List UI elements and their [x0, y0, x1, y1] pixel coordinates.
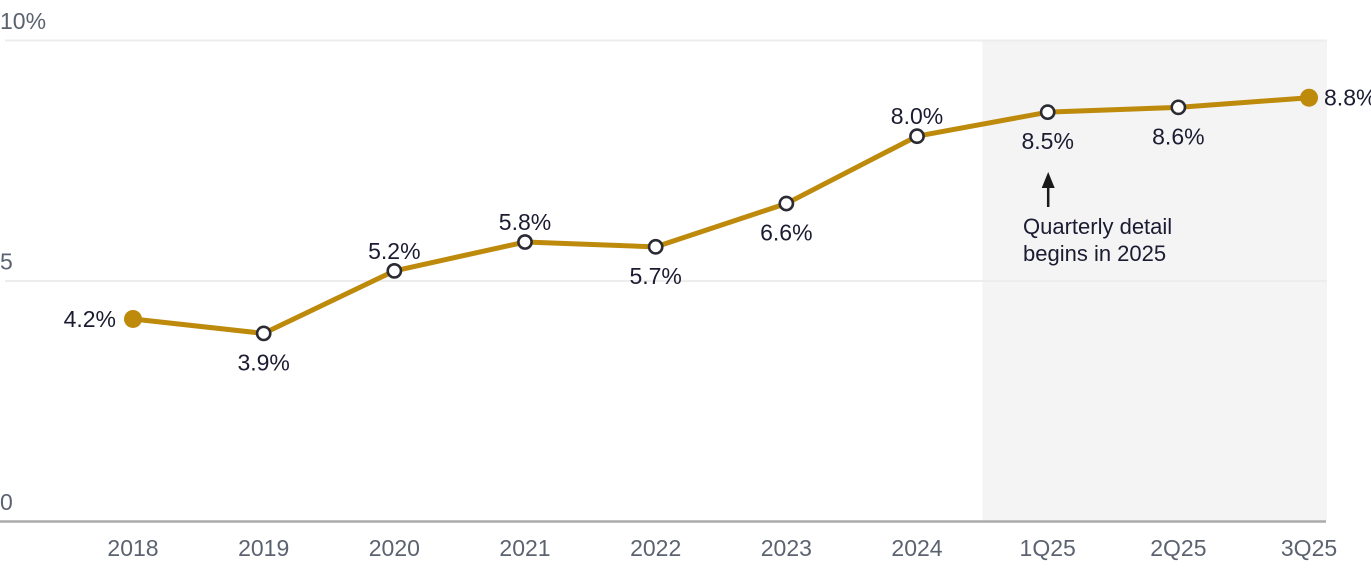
x-tick-label: 2024 — [891, 535, 942, 561]
data-point-label: 5.7% — [629, 263, 681, 289]
data-point-open — [517, 234, 533, 250]
arrow-head-up-icon — [1041, 172, 1055, 188]
annotation: Quarterly detail begins in 2025 — [1023, 213, 1172, 267]
data-point-label: 8.6% — [1152, 123, 1204, 149]
x-tick-label: 2022 — [630, 535, 681, 561]
x-tick-label: 2Q25 — [1150, 535, 1206, 561]
data-point-label: 8.0% — [891, 103, 943, 129]
data-point-label: 8.5% — [1021, 128, 1073, 154]
x-tick-label: 2023 — [761, 535, 812, 561]
data-point-label: 3.9% — [237, 349, 289, 375]
data-point-label: 4.2% — [64, 306, 116, 332]
x-tick-label: 1Q25 — [1020, 535, 1076, 561]
data-point-open — [255, 325, 272, 342]
data-point-label: 6.6% — [760, 220, 812, 246]
x-tick-label: 2020 — [369, 535, 420, 561]
data-point-open — [909, 128, 925, 145]
data-point-label: 5.2% — [368, 238, 420, 264]
data-point-label: 8.8% — [1324, 85, 1371, 111]
data-point-open — [778, 195, 795, 212]
x-tick-label: 2019 — [238, 535, 289, 561]
data-point-open — [1170, 99, 1187, 116]
x-tick-label: 2018 — [107, 535, 158, 561]
data-point-filled — [124, 309, 142, 328]
data-point-open — [386, 262, 403, 279]
data-line — [130, 95, 1312, 336]
x-tick-label: 2021 — [499, 535, 550, 561]
y-tick-label: 0 — [0, 489, 13, 515]
y-tick-label: 5 — [0, 249, 13, 275]
data-point-filled — [1300, 88, 1319, 107]
x-tick-label: 3Q25 — [1281, 535, 1337, 561]
data-point-label: 5.8% — [499, 209, 551, 235]
annotation-line-1: Quarterly detail — [1023, 214, 1173, 239]
data-point-open — [647, 238, 664, 255]
annotation-line-2: begins in 2025 — [1023, 241, 1167, 266]
data-point-open — [1039, 104, 1056, 121]
y-tick-label: 10% — [0, 8, 46, 34]
